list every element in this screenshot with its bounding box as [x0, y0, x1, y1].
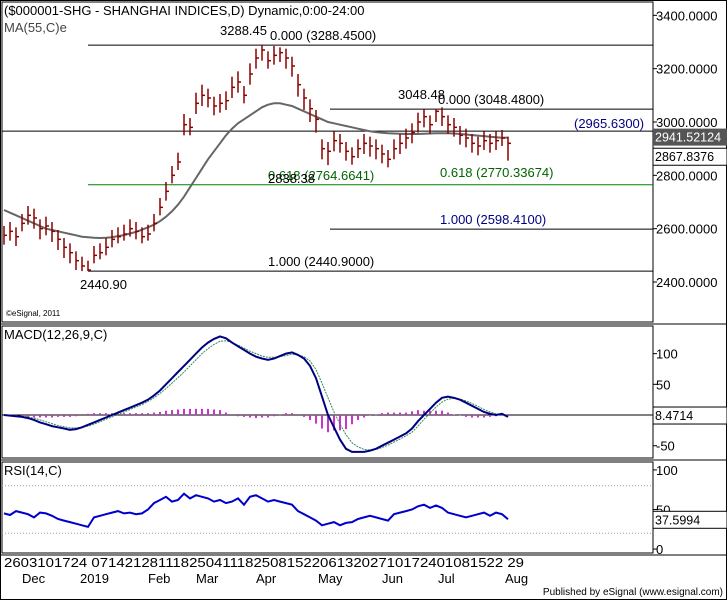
- rsi-line: [3, 492, 509, 529]
- publisher-footer: Published by eSignal (www.esignal.com): [543, 587, 723, 598]
- x-axis-month-label: Apr: [256, 571, 277, 586]
- rsi-pane-frame: [1, 461, 654, 554]
- x-axis-month-label: Aug: [505, 571, 528, 586]
- fib-level-label: 0.000 (3048.4800): [438, 92, 544, 107]
- rsi-last-value-box: [652, 510, 727, 529]
- price-extreme-label: 3288.45: [220, 23, 267, 38]
- ma-last-value-box: [653, 128, 727, 146]
- fib-level-label: 0.618 (2770.33674): [440, 165, 553, 180]
- price-extreme-label: 3048.48: [398, 87, 445, 102]
- price-axis-tick-label: 3400.0000: [656, 8, 717, 23]
- x-axis-month-label: May: [318, 571, 343, 586]
- price-extreme-label: 2838.38: [268, 171, 315, 186]
- rsi-axis-tick-label: 0: [656, 542, 663, 557]
- copyright-credit: ©eSignal, 2011: [6, 309, 61, 318]
- x-axis-month-label: Jun: [382, 571, 403, 586]
- ma-last-value-label: 2941.52124: [655, 131, 721, 145]
- chart-title: ($000001-SHG - SHANGHAI INDICES,D) Dynam…: [4, 3, 365, 18]
- x-axis-month-label: Mar: [196, 571, 219, 586]
- macd-axis-tick-label: 50: [656, 377, 670, 392]
- ma55-line: [3, 102, 509, 240]
- macd-last-value-label: 8.4714: [655, 409, 693, 423]
- last-price-box: [652, 147, 727, 166]
- fib-level-label: 1.000 (2440.9000): [268, 254, 374, 269]
- price-axis-tick-label: 3000.0000: [656, 115, 717, 130]
- x-axis-month-label: Dec: [22, 571, 46, 586]
- macd-signal-line: [4, 340, 509, 451]
- rsi-last-value-label: 37.5994: [655, 513, 700, 527]
- price-axis-tick-label: 2400.0000: [656, 275, 717, 290]
- macd-axis-tick-label: 100: [656, 347, 678, 362]
- x-axis-day-labels: 2603101724 07142128111825041118250815220…: [4, 555, 524, 570]
- x-axis-month-label: Jul: [438, 571, 455, 586]
- price-axis-tick-label: 3200.0000: [656, 62, 717, 77]
- macd-last-value-box: [652, 406, 727, 425]
- rsi-title: RSI(14,C): [4, 463, 62, 478]
- fib-level-label: 1.000 (2598.4100): [440, 212, 546, 227]
- price-axis-tick-label: 2600.0000: [656, 222, 717, 237]
- rsi-axis-tick-label: 100: [656, 463, 678, 478]
- macd-pane-frame: [1, 325, 654, 459]
- macd-axis-tick-label: -50: [656, 439, 675, 454]
- x-axis-month-label: 2019: [80, 571, 109, 586]
- fib-level-label: (2965.6300): [574, 116, 644, 131]
- fib-level-label: 0.000 (3288.4500): [270, 28, 376, 43]
- price-extreme-label: 2440.90: [80, 277, 127, 292]
- macd-line: [3, 335, 509, 453]
- ma-indicator-label: MA(55,C)e: [4, 20, 67, 35]
- price-axis-tick-label: 2800.0000: [656, 168, 717, 183]
- x-axis-month-label: Feb: [148, 571, 170, 586]
- macd-title: MACD(12,26,9,C): [4, 327, 107, 342]
- last-price-label: 2867.8376: [655, 150, 714, 164]
- fib-level-label: 0.618 (2764.6641): [268, 168, 374, 183]
